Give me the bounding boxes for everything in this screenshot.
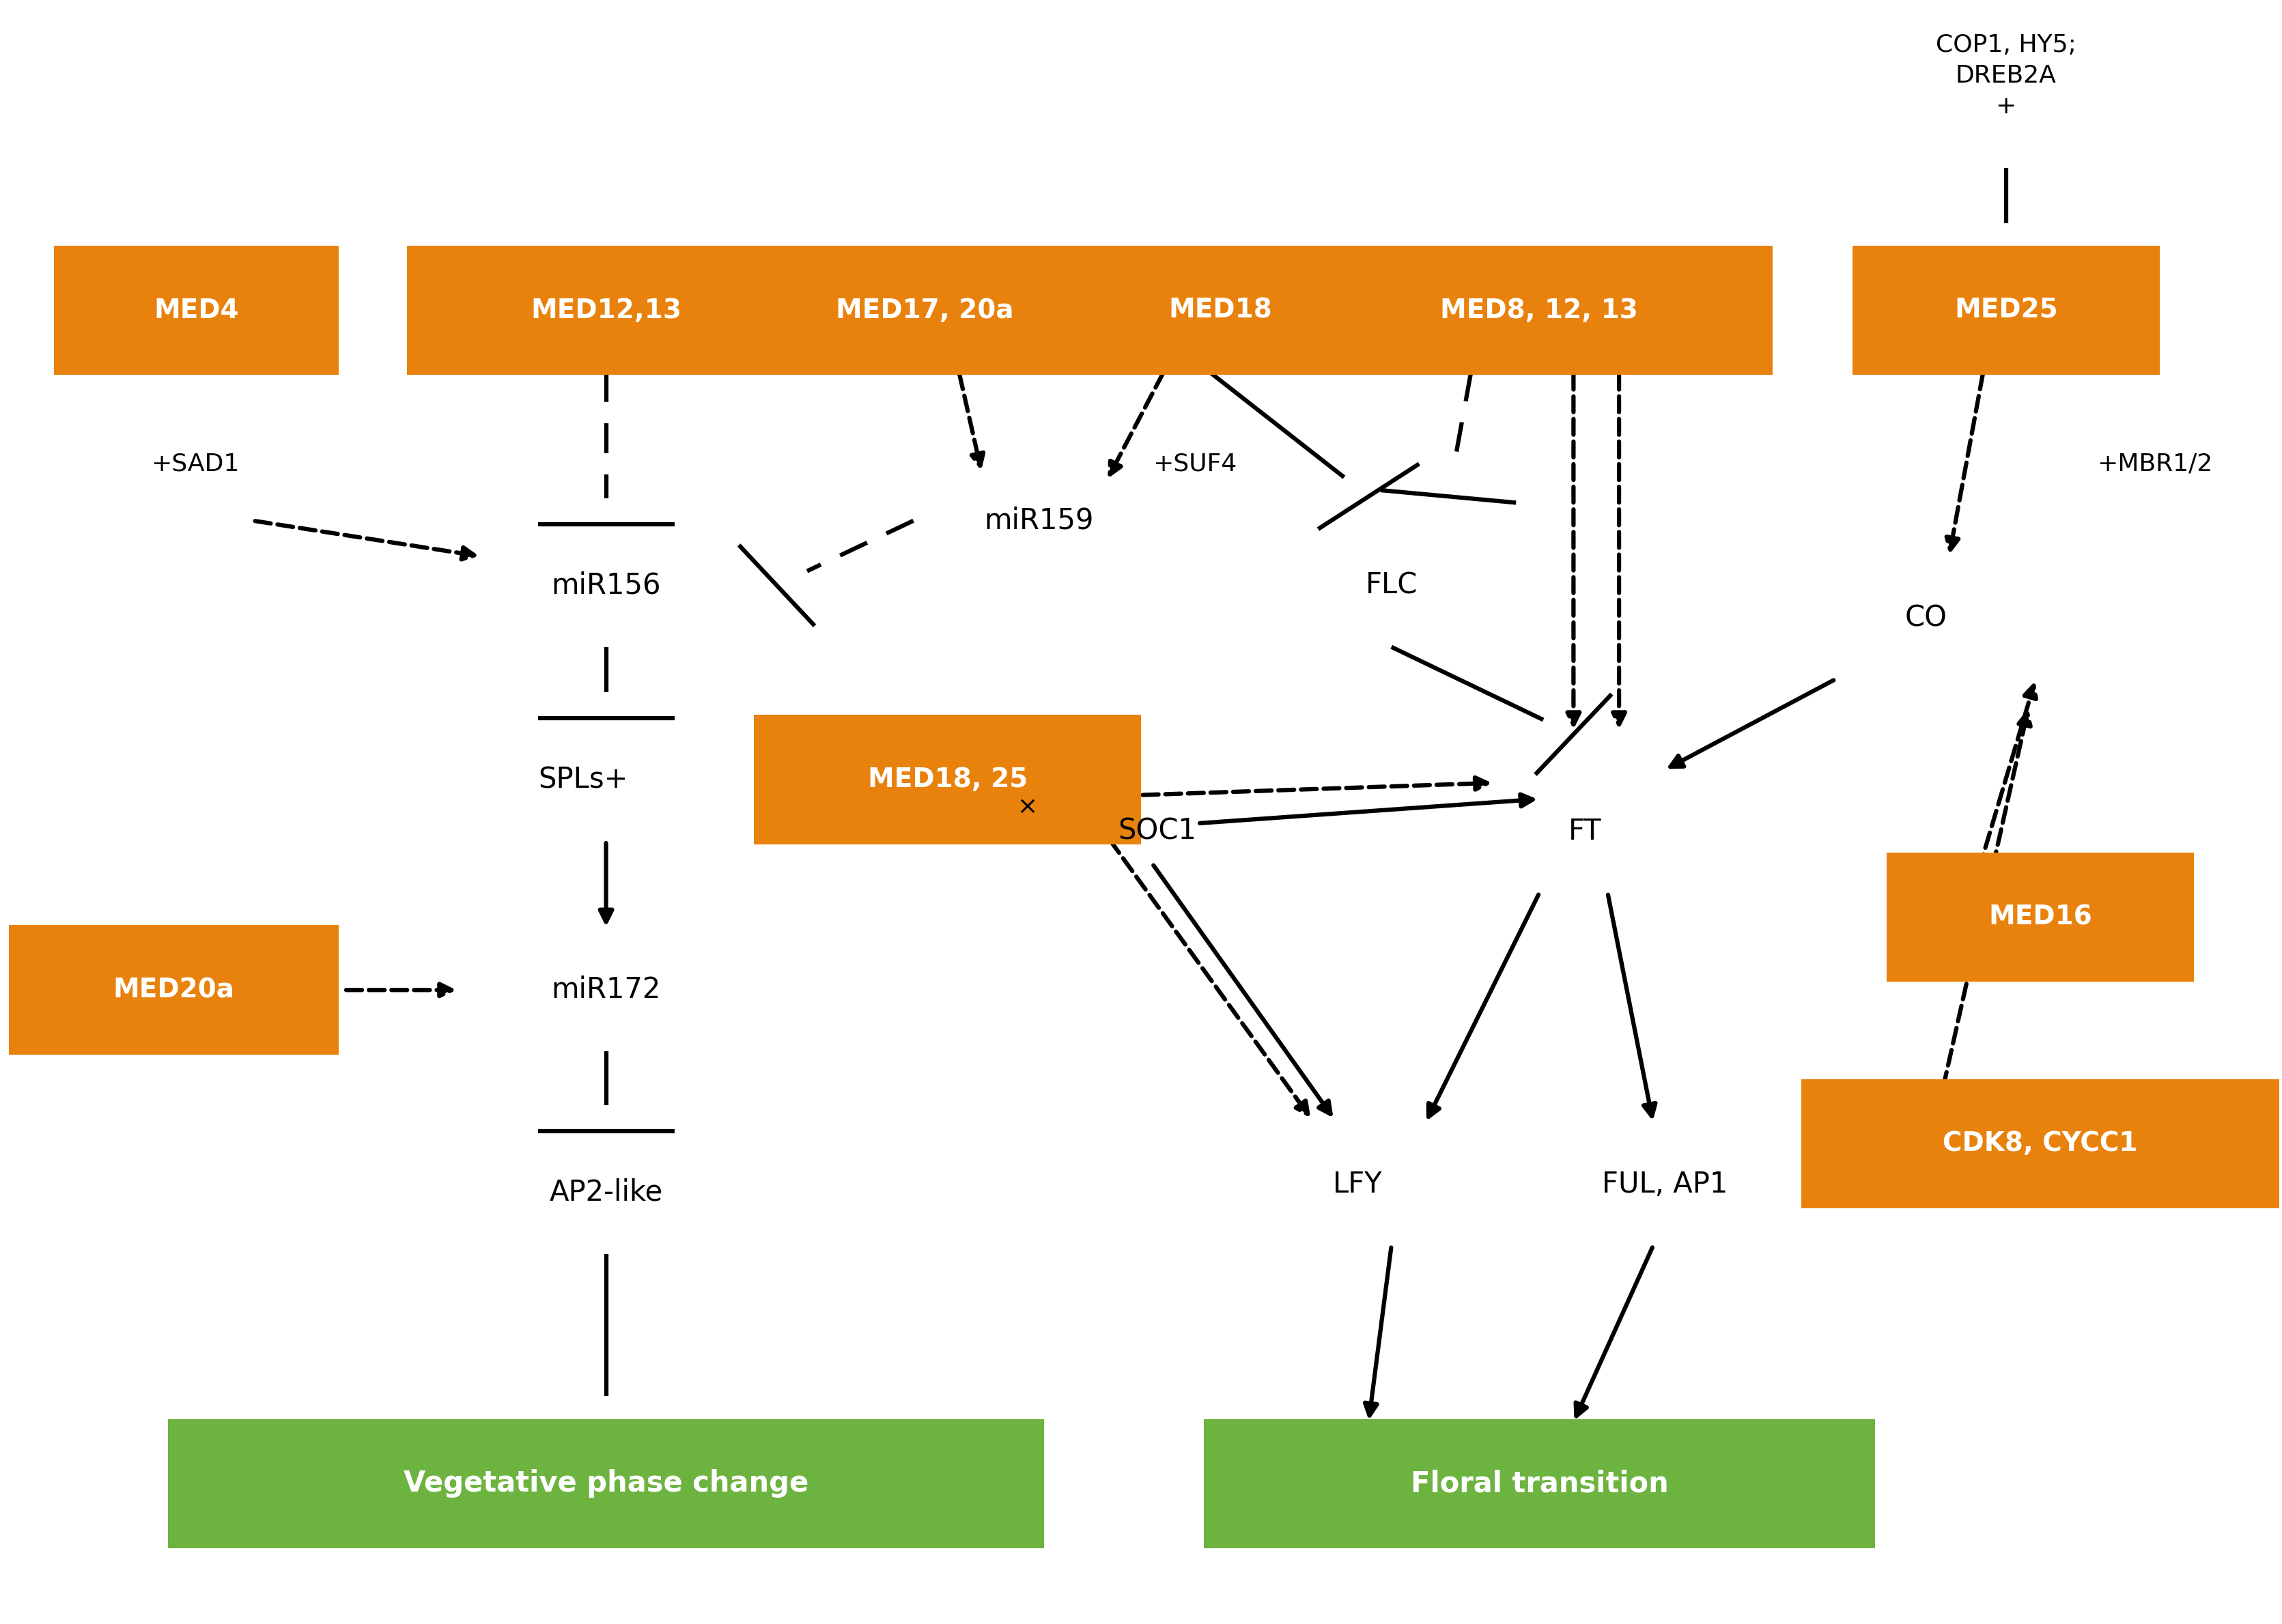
Text: Vegetative phase change: Vegetative phase change xyxy=(404,1470,808,1497)
Text: CO: CO xyxy=(1905,604,1947,632)
Text: FT: FT xyxy=(1568,817,1602,846)
FancyBboxPatch shape xyxy=(1305,245,1773,375)
Text: MED25: MED25 xyxy=(1953,297,2058,323)
Text: miR159: miR159 xyxy=(984,507,1093,534)
FancyBboxPatch shape xyxy=(1203,1419,1876,1548)
Text: MED8, 12, 13: MED8, 12, 13 xyxy=(1440,297,1638,323)
Text: MED4: MED4 xyxy=(153,297,240,323)
Text: COP1, HY5;
DREB2A
+: COP1, HY5; DREB2A + xyxy=(1935,34,2077,119)
Text: SPLs+: SPLs+ xyxy=(539,765,628,794)
Text: LFY: LFY xyxy=(1333,1169,1383,1199)
Text: FLC: FLC xyxy=(1365,572,1417,599)
FancyBboxPatch shape xyxy=(1068,245,1374,375)
Text: CDK8, CYCC1: CDK8, CYCC1 xyxy=(1942,1130,2138,1156)
Text: SOC1: SOC1 xyxy=(1118,817,1196,846)
FancyBboxPatch shape xyxy=(1887,853,2193,983)
Text: Floral transition: Floral transition xyxy=(1410,1470,1668,1497)
Text: MED17, 20a: MED17, 20a xyxy=(835,297,1013,323)
Text: +SUF4: +SUF4 xyxy=(1152,453,1237,476)
Text: MED12,13: MED12,13 xyxy=(532,297,682,323)
FancyBboxPatch shape xyxy=(1853,245,2159,375)
Text: MED20a: MED20a xyxy=(112,978,235,1004)
FancyBboxPatch shape xyxy=(753,715,1141,844)
Text: +MBR1/2: +MBR1/2 xyxy=(2097,453,2214,476)
FancyBboxPatch shape xyxy=(169,1419,1045,1548)
Text: MED18, 25: MED18, 25 xyxy=(867,767,1027,793)
FancyBboxPatch shape xyxy=(719,245,1130,375)
Text: miR156: miR156 xyxy=(552,572,662,599)
Text: miR172: miR172 xyxy=(552,976,662,1004)
FancyBboxPatch shape xyxy=(9,926,338,1054)
FancyBboxPatch shape xyxy=(55,245,338,375)
Text: MED18: MED18 xyxy=(1168,297,1273,323)
FancyBboxPatch shape xyxy=(406,245,806,375)
Text: FUL, AP1: FUL, AP1 xyxy=(1602,1169,1727,1199)
Text: ×: × xyxy=(1018,796,1038,818)
Text: MED16: MED16 xyxy=(1988,905,2093,931)
Text: +SAD1: +SAD1 xyxy=(151,453,240,476)
FancyBboxPatch shape xyxy=(1800,1078,2280,1208)
Text: AP2-like: AP2-like xyxy=(550,1177,662,1207)
